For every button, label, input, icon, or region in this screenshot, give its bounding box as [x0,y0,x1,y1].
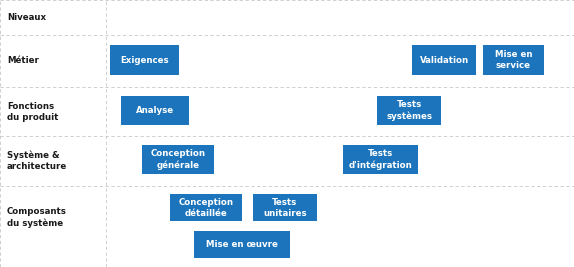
Text: Conception
générale: Conception générale [151,149,205,170]
Text: Mise en
service: Mise en service [495,50,532,70]
FancyBboxPatch shape [412,45,476,75]
FancyBboxPatch shape [483,45,544,75]
Text: Tests
d'intégration: Tests d'intégration [348,149,413,170]
FancyBboxPatch shape [253,194,317,221]
Text: Tests
systèmes: Tests systèmes [386,100,432,121]
Text: Métier: Métier [7,56,39,65]
Text: Fonctions
du produit: Fonctions du produit [7,101,59,122]
Text: Composants
du système: Composants du système [7,207,67,228]
Text: Mise en œuvre: Mise en œuvre [206,240,278,249]
FancyBboxPatch shape [142,145,214,174]
Text: Validation: Validation [420,56,469,65]
Text: Tests
unitaires: Tests unitaires [263,198,307,218]
Text: Niveaux: Niveaux [7,13,46,22]
FancyBboxPatch shape [343,145,418,174]
Text: Système &
architecture: Système & architecture [7,151,67,171]
Text: Conception
détaillée: Conception détaillée [179,198,233,218]
Text: Exigences: Exigences [121,56,169,65]
FancyBboxPatch shape [170,194,242,221]
FancyBboxPatch shape [377,96,441,125]
FancyBboxPatch shape [194,231,290,258]
FancyBboxPatch shape [121,96,189,125]
Text: Analyse: Analyse [136,106,174,115]
FancyBboxPatch shape [110,45,179,75]
